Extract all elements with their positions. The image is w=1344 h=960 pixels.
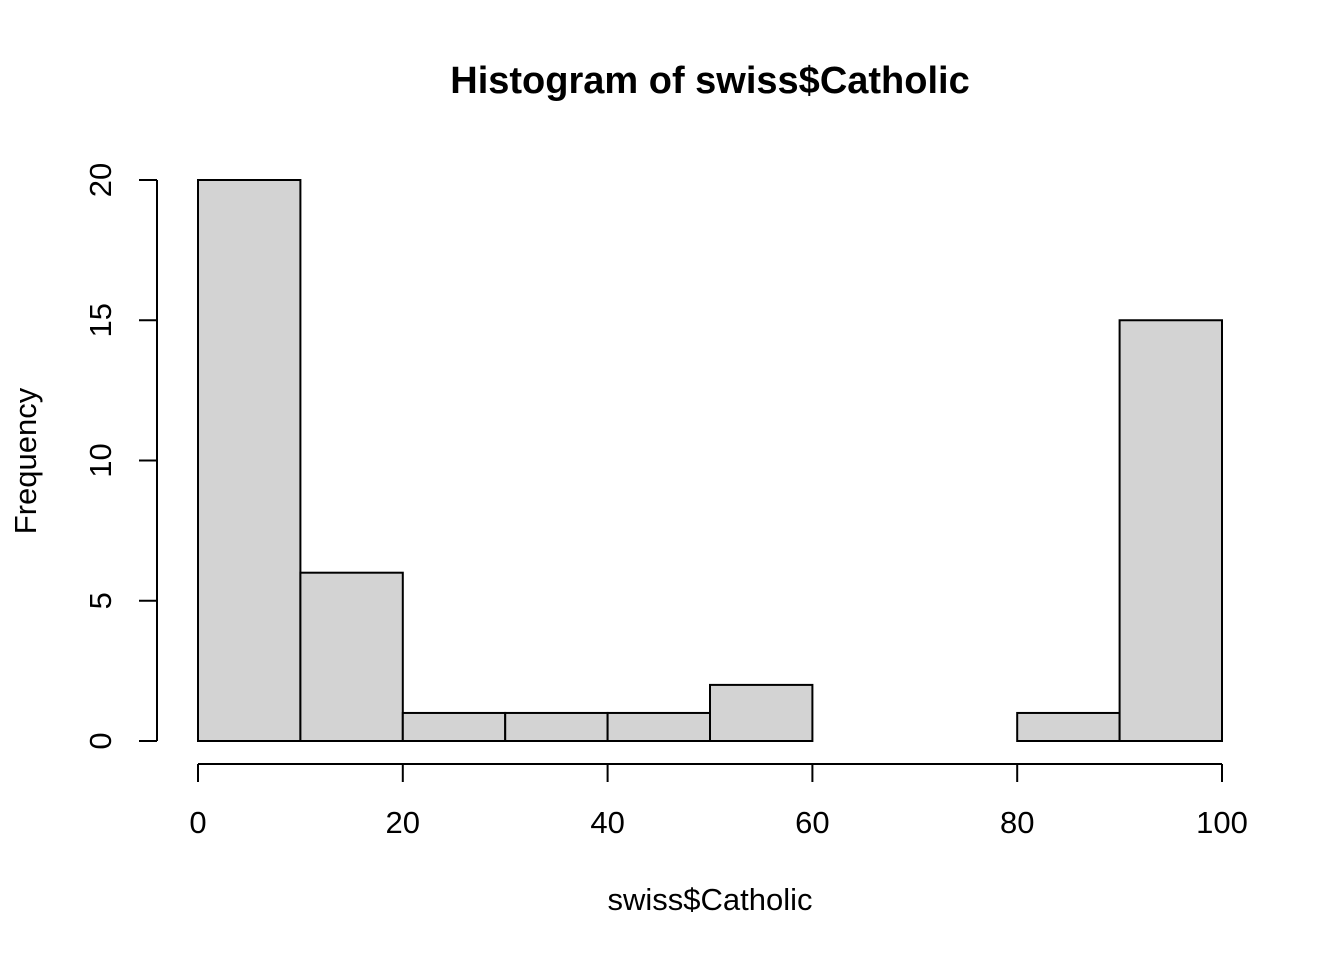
bars-group	[197, 179, 1223, 743]
histogram-bar-80-90	[1016, 711, 1121, 743]
x-tick-label: 0	[189, 805, 206, 840]
x-tick-label: 60	[795, 805, 829, 840]
histogram-bar-40-50	[606, 711, 711, 743]
y-tick-label: 0	[83, 732, 118, 749]
x-axis-label: swiss$Catholic	[607, 882, 812, 917]
x-tick-label: 40	[590, 805, 624, 840]
y-tick-label: 10	[83, 443, 118, 477]
histogram-bar-20-30	[401, 711, 507, 743]
y-tick-label: 5	[83, 592, 118, 609]
y-tick-label: 20	[83, 163, 118, 197]
y-tick-label: 15	[83, 303, 118, 337]
y-axis-label: Frequency	[8, 387, 43, 534]
x-axis: 0 20 40 60 80 100	[189, 763, 1248, 840]
y-axis: 0 5 10 15 20	[83, 163, 158, 750]
histogram-bar-90-100	[1118, 319, 1223, 742]
x-tick-label: 20	[386, 805, 420, 840]
histogram-bar-10-20	[299, 571, 404, 743]
x-tick-label: 80	[1000, 805, 1034, 840]
histogram-bar-50-60	[709, 683, 814, 743]
histogram-bar-0-10	[197, 179, 302, 742]
chart-title: Histogram of swiss$Catholic	[450, 60, 969, 102]
x-tick-label: 100	[1196, 805, 1248, 840]
histogram-bar-30-40	[504, 711, 609, 743]
